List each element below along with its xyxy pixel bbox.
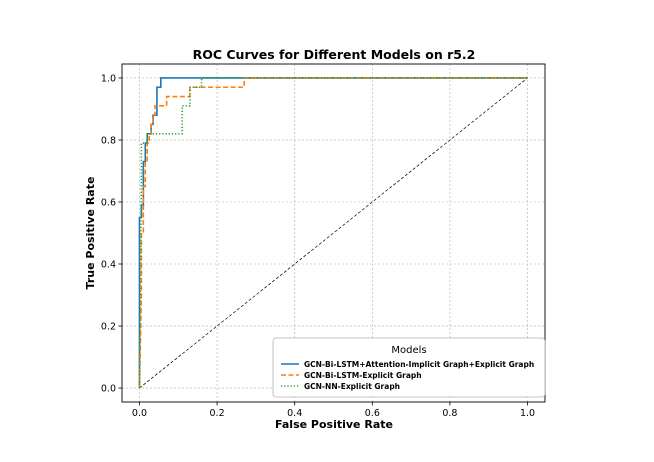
y-axis-label: True Positive Rate — [84, 177, 97, 290]
series-line-2 — [138, 77, 528, 389]
x-axis-ticks: 0.0 0.2 0.4 0.6 0.8 1.0 — [132, 402, 535, 419]
y-tick-label-0: 0.0 — [101, 383, 116, 394]
x-tick-label-3: 0.6 — [365, 408, 380, 419]
chart-title: ROC Curves for Different Models on r5.2 — [193, 47, 476, 62]
y-tick-label-2: 0.4 — [101, 259, 116, 270]
x-axis-label: False Positive Rate — [275, 418, 393, 431]
y-tick-label-4: 0.8 — [101, 135, 116, 146]
reference-diagonal — [139, 77, 528, 389]
x-tick-label-0: 0.0 — [132, 408, 147, 419]
y-tick-label-1: 0.2 — [101, 321, 116, 332]
legend: Models GCN-Bi-LSTM+Attention-Implicit Gr… — [272, 337, 546, 398]
legend-title: Models — [391, 345, 426, 356]
y-tick-label-5: 1.0 — [101, 73, 116, 84]
legend-label-1: GCN-Bi-LSTM-Explicit Graph — [304, 371, 422, 380]
x-tick-label-4: 0.8 — [442, 408, 457, 419]
legend-label-2: GCN-NN-Explicit Graph — [304, 382, 400, 391]
series-lines — [138, 77, 528, 389]
legend-label-0: GCN-Bi-LSTM+Attention-Implicit Graph+Exp… — [304, 360, 534, 369]
reference-diagonal-line — [139, 77, 528, 389]
series-line-0 — [138, 77, 528, 389]
y-tick-label-3: 0.6 — [101, 197, 116, 208]
x-tick-label-2: 0.4 — [287, 408, 302, 419]
x-tick-label-5: 1.0 — [520, 408, 535, 419]
x-tick-label-1: 0.2 — [210, 408, 225, 419]
series-line-1 — [138, 77, 528, 389]
legend-frame — [272, 337, 546, 398]
y-axis-ticks: 0.0 0.2 0.4 0.6 0.8 1.0 — [101, 73, 122, 394]
plot-frame — [121, 63, 546, 403]
